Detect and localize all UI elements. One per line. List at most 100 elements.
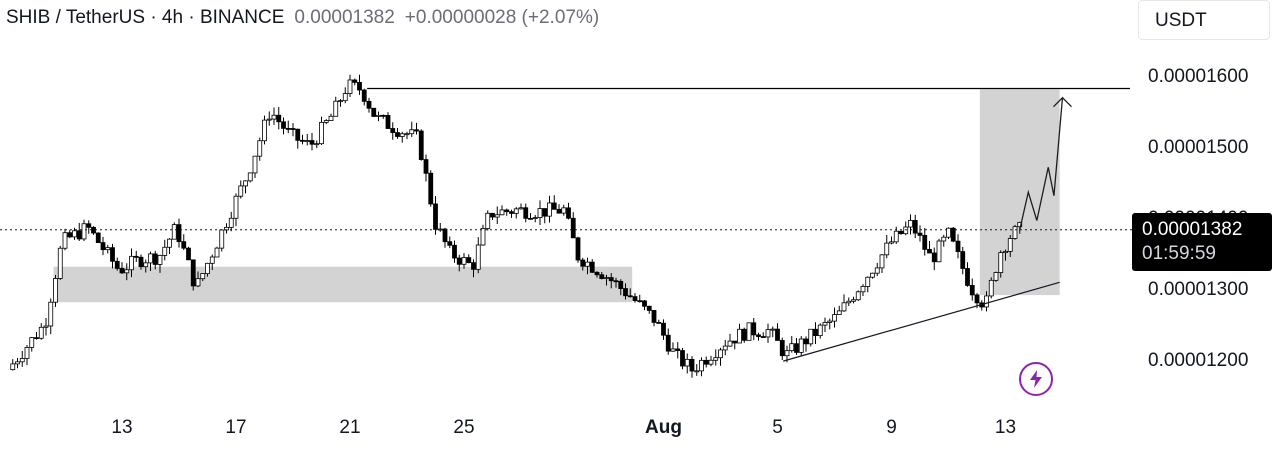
time-tick-label: 5 (772, 417, 783, 438)
candle-body (290, 128, 296, 130)
candle-body (613, 280, 619, 283)
candle-body (456, 257, 462, 265)
candle-body (10, 363, 16, 371)
candle-body (770, 328, 776, 331)
candle-body (551, 202, 557, 210)
candle-body (295, 128, 301, 141)
time-tick-label: 13 (995, 417, 1016, 438)
candle-body (756, 334, 761, 337)
candle-body (865, 276, 871, 287)
candle-body (347, 79, 353, 95)
lightning-bolt-icon[interactable] (1019, 362, 1053, 396)
uptrend-line (783, 281, 1060, 362)
candle-body (304, 140, 310, 142)
candle-body (713, 357, 719, 361)
candle-body (38, 326, 44, 339)
candle-body (1012, 226, 1018, 239)
candle-body (428, 172, 434, 205)
candle-body (200, 273, 206, 280)
candles-layer (10, 74, 1023, 378)
candle-body (884, 242, 890, 256)
candle-body (494, 214, 500, 218)
candle-body (860, 286, 866, 293)
candle-body (566, 207, 571, 219)
candle-body (338, 100, 343, 103)
candle-body (129, 255, 134, 271)
candle-body (969, 285, 975, 296)
price-tick-label: 0.00001200 (1148, 350, 1248, 371)
candle-body (110, 247, 115, 262)
currency-button[interactable]: USDT (1138, 0, 1270, 40)
candle-body (523, 207, 529, 219)
candle-body (328, 115, 334, 122)
time-tick-label: 25 (453, 417, 474, 438)
candle-body (105, 247, 111, 251)
candle-body (238, 185, 244, 197)
candle-body (855, 291, 861, 301)
candle-body (262, 119, 267, 142)
price-tick-label: 0.00001500 (1148, 137, 1248, 158)
candle-body (813, 328, 818, 337)
candle-body (637, 300, 643, 303)
candle-body (342, 93, 348, 102)
candle-body (390, 128, 396, 133)
time-axis[interactable]: 13 17 21 25 Aug 5 9 13 (111, 417, 1016, 438)
candle-body (414, 129, 419, 132)
candle-body (418, 130, 424, 160)
candle-body (34, 337, 39, 340)
candle-body (124, 269, 130, 274)
candle-body (29, 337, 35, 348)
candle-body (822, 322, 828, 326)
candle-body (627, 295, 633, 298)
candle-body (509, 211, 514, 214)
candle-body (186, 247, 191, 261)
candle-body (195, 278, 201, 287)
symbol-title: SHIB / TetherUS · 4h · BINANCE (6, 7, 285, 28)
candle-body (247, 172, 253, 182)
candle-body (48, 301, 54, 327)
candle-body (67, 232, 73, 238)
candle-body (580, 259, 586, 267)
candle-body (91, 226, 96, 234)
candle-body (19, 358, 25, 363)
candle-body (452, 244, 457, 259)
time-tick-label: 17 (225, 417, 246, 438)
candle-body (119, 268, 125, 274)
candle-body (984, 295, 989, 308)
candle-body (604, 277, 609, 279)
annotations-layer (0, 87, 1132, 362)
candle-body (162, 246, 168, 256)
candle-body (395, 132, 400, 137)
candle-body (556, 208, 562, 214)
price-tick-label: 0.00001600 (1148, 66, 1248, 87)
candle-body (741, 328, 747, 341)
candle-body (751, 322, 757, 336)
candle-body (670, 348, 676, 352)
candle-body (62, 232, 68, 249)
last-price: 0.00001382 (294, 7, 395, 28)
candle-body (874, 267, 880, 274)
candle-body (475, 244, 481, 270)
candle-body (618, 280, 624, 289)
candle-body (589, 261, 595, 273)
candle-body (998, 252, 1004, 273)
candle-body (257, 140, 263, 157)
candle-body (931, 252, 937, 263)
candle-body (784, 350, 790, 357)
candle-body (433, 203, 438, 230)
candle-body (798, 338, 804, 353)
candle-body (209, 256, 215, 264)
candle-body (708, 359, 714, 365)
candle-body (72, 230, 77, 238)
candle-body (718, 349, 723, 359)
candle-body (15, 361, 20, 365)
candle-body (661, 322, 666, 336)
candle-body (504, 209, 510, 213)
candle-body (632, 296, 638, 302)
candle-body (960, 251, 966, 269)
candle-body (575, 237, 581, 261)
candle-body (912, 220, 918, 234)
candle-body (143, 262, 149, 268)
candle-body (832, 314, 837, 322)
